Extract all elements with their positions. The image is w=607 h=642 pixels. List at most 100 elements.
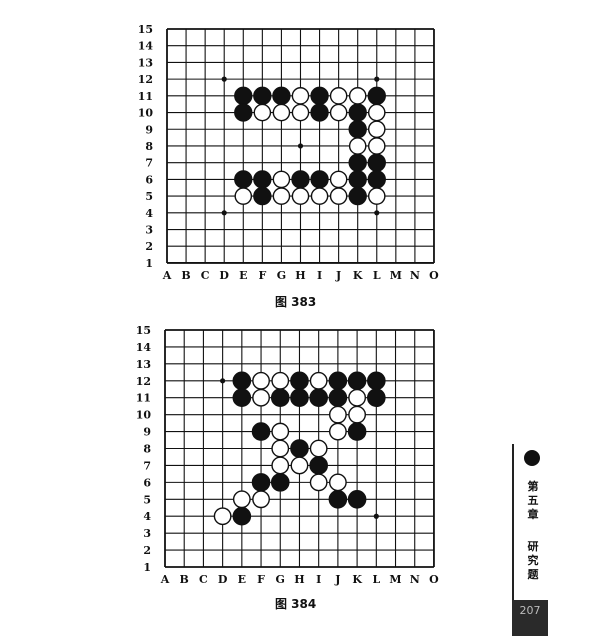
board-384: 15 14 13 12 11 10 9 8 7 6 5 4 3 2 1A B C D E F G H I J K L M N O: [136, 324, 439, 586]
row-label: 4: [143, 510, 151, 523]
column-label: E: [239, 269, 247, 282]
row-label: 10: [138, 107, 154, 120]
row-label: 5: [143, 493, 151, 506]
black-stone: [328, 489, 348, 509]
black-stone: [290, 388, 309, 408]
row-label: 3: [145, 224, 153, 237]
white-stone: [329, 87, 348, 105]
black-stone: [253, 170, 272, 189]
column-label: J: [334, 573, 340, 586]
white-stone: [329, 103, 348, 122]
star-point: [297, 143, 304, 149]
grid: [166, 28, 435, 264]
row-label: 11: [138, 90, 153, 103]
black-stone: [347, 371, 367, 391]
white-stone: [367, 137, 386, 155]
star-point: [221, 210, 227, 216]
white-stone: [309, 371, 328, 390]
black-stone: [232, 506, 252, 526]
white-stone: [329, 187, 348, 205]
column-label: H: [295, 269, 305, 282]
black-stone: [348, 170, 367, 189]
caption-383: 图 383: [275, 295, 317, 309]
black-stone: [347, 422, 367, 441]
column-label: O: [429, 573, 439, 586]
black-stone: [328, 388, 348, 408]
black-stone: [367, 153, 386, 172]
white-stone: [348, 388, 367, 407]
column-label: A: [162, 269, 172, 282]
white-stone: [291, 87, 310, 105]
black-stone: [367, 388, 386, 408]
row-label: 14: [138, 40, 154, 53]
section-label: 研究题: [527, 540, 539, 581]
black-stone: [347, 489, 367, 509]
black-stone: [272, 86, 291, 106]
black-stone: [232, 388, 252, 408]
column-label: L: [372, 573, 380, 586]
row-label: 5: [145, 190, 153, 203]
black-stone: [232, 371, 252, 391]
row-label: 2: [143, 544, 151, 557]
black-stone: [270, 473, 290, 492]
row-label: 10: [136, 409, 152, 422]
white-stone: [252, 371, 270, 390]
row-label: 9: [143, 426, 151, 439]
black-stone: [251, 473, 271, 492]
column-label: B: [180, 573, 189, 586]
row-label: 13: [138, 56, 153, 69]
column-label: F: [258, 269, 266, 282]
row-label: 6: [143, 476, 151, 489]
white-stone: [309, 439, 328, 458]
white-stone: [272, 187, 291, 205]
row-label: 14: [136, 341, 152, 354]
column-label: N: [410, 573, 420, 586]
black-stone: [310, 103, 329, 122]
row-label: 1: [145, 257, 153, 270]
column-label: C: [199, 573, 208, 586]
white-stone: [310, 187, 329, 205]
black-stone: [290, 439, 309, 458]
white-stone: [290, 456, 309, 475]
column-label: D: [218, 573, 228, 586]
white-stone: [271, 456, 290, 475]
white-stone: [271, 422, 290, 441]
white-stone: [309, 473, 328, 492]
column-label: I: [317, 269, 322, 282]
row-label: 13: [136, 358, 151, 371]
row-label: 12: [138, 73, 153, 86]
white-stone: [328, 405, 347, 424]
white-stone: [291, 103, 310, 122]
row-label: 6: [145, 173, 153, 186]
column-label: J: [335, 269, 341, 282]
black-stone: [348, 120, 367, 139]
white-stone: [272, 170, 291, 189]
column-label: H: [294, 573, 304, 586]
black-stone: [291, 170, 310, 189]
column-label: I: [316, 573, 321, 586]
black-stone: [348, 153, 367, 172]
black-stone: [234, 103, 253, 122]
star-point: [220, 378, 226, 384]
black-stone: [367, 170, 386, 189]
column-label: B: [181, 269, 190, 282]
white-stone: [348, 405, 367, 424]
column-label: M: [389, 573, 401, 586]
row-label: 4: [145, 207, 153, 220]
row-label: 3: [143, 527, 151, 540]
star-point: [221, 76, 227, 82]
black-stone: [367, 371, 386, 391]
black-stone: [270, 388, 290, 408]
row-label: 1: [143, 561, 151, 574]
white-stone: [328, 473, 347, 492]
column-label: O: [429, 269, 439, 282]
row-label: 12: [136, 375, 151, 388]
white-stone: [367, 187, 386, 205]
white-stone: [367, 120, 386, 139]
white-stone: [271, 439, 290, 458]
black-stone-icon: [524, 450, 540, 466]
chapter-side-tab: 第五章 研究题: [512, 444, 550, 619]
black-stone: [367, 86, 386, 106]
caption-384: 图 384: [275, 597, 317, 611]
black-stone: [290, 371, 309, 391]
